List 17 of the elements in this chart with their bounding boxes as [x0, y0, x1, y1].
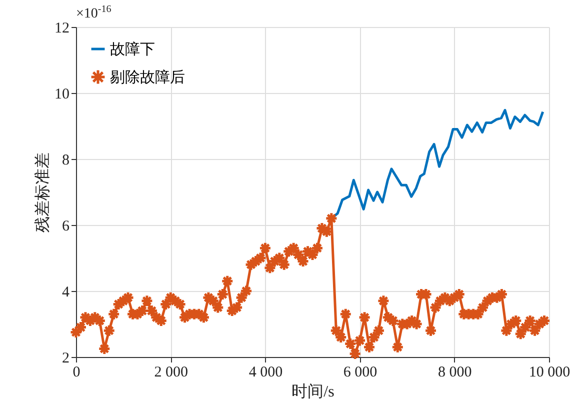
x-tick-label: 2 000 — [154, 364, 188, 380]
x-tick-label: 10 000 — [528, 364, 570, 380]
x-tick-label: 0 — [72, 364, 80, 380]
x-axis-title: 时间/s — [292, 382, 334, 400]
y-tick-label: 4 — [62, 284, 70, 300]
legend-label: 故障下 — [110, 41, 155, 58]
y-tick-label: 2 — [62, 350, 70, 366]
x-tick-label: 8 000 — [438, 364, 472, 380]
legend-label: 剔除故障后 — [110, 69, 185, 86]
x-tick-label: 4 000 — [248, 364, 283, 380]
x-tick-label: 6 000 — [343, 364, 378, 380]
y-tick-label: 10 — [54, 86, 70, 102]
y-tick-label: 6 — [62, 218, 70, 234]
y-axis-title: 残差标准差 — [34, 152, 52, 232]
y-tick-label: 8 — [62, 152, 70, 168]
axis-scale-note: ×10$^{-16}$ — [76, 4, 112, 23]
y-tick-label: 12 — [54, 20, 70, 36]
